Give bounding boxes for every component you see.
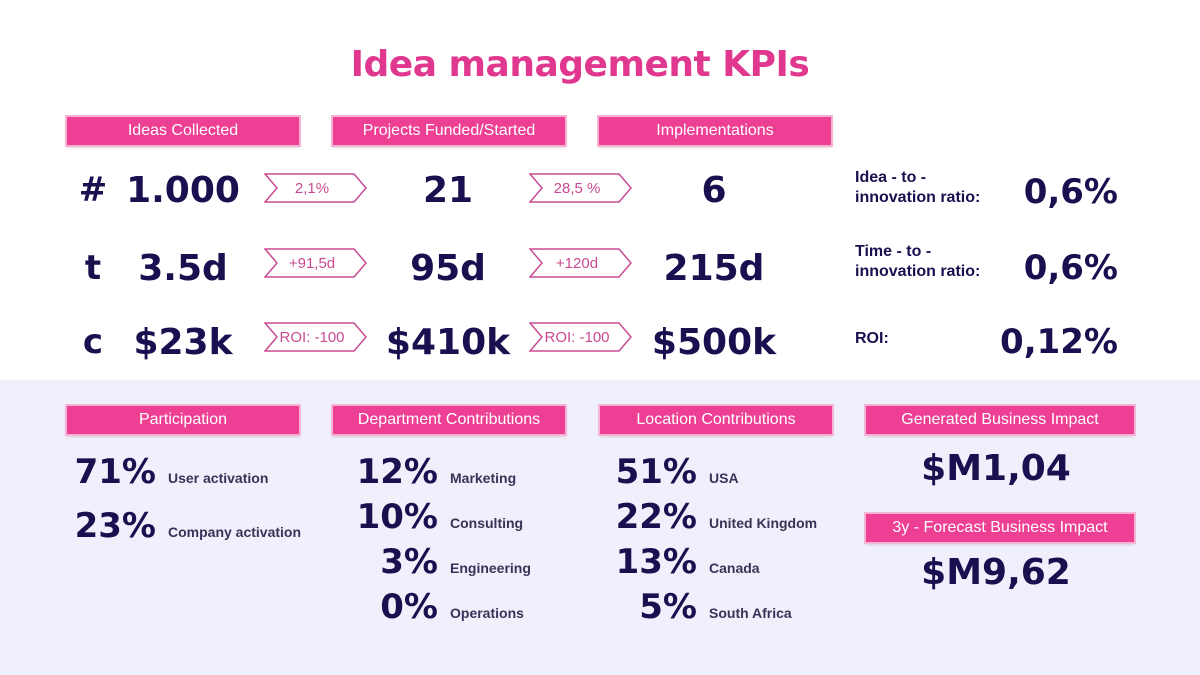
department-label: Marketing (450, 470, 517, 486)
ideas-collected-header: Ideas Collected (67, 117, 299, 145)
location-item: 51% USA (605, 452, 739, 492)
ideas-cost-value: $23k (133, 322, 233, 363)
arrow-label: ROI: -100 (279, 328, 345, 346)
department-label: Operations (450, 605, 524, 621)
conversion-arrow: +91,5d (264, 248, 368, 278)
department-value: 3% (380, 542, 438, 582)
ideas-time-value: 3.5d (138, 248, 228, 289)
projects-cost-value: $410k (385, 322, 511, 363)
department-label: Consulting (450, 515, 524, 531)
location-value: 51% (615, 452, 697, 492)
participation-label: User activation (168, 470, 269, 486)
location-item: 13% Canada (605, 542, 760, 582)
cost-icon: c (82, 322, 104, 362)
location-label: United Kingdom (709, 515, 818, 531)
page-title: Idea management KPIs (350, 44, 810, 85)
arrow-label: 28,5 % (553, 179, 601, 197)
location-label: USA (709, 470, 739, 486)
department-value: 10% (356, 497, 438, 537)
participation-item: 71% User activation (70, 452, 269, 492)
arrow-shape-icon (264, 248, 367, 278)
projects-funded-header: Projects Funded/Started (333, 117, 565, 145)
arrow-label: ROI: -100 (544, 328, 610, 346)
department-value: 12% (356, 452, 438, 492)
generated-impact-header: Generated Business Impact (866, 406, 1134, 434)
implementations-time-value: 215d (663, 248, 765, 289)
location-label: Canada (709, 560, 760, 576)
forecast-impact-header: 3y - Forecast Business Impact (866, 514, 1134, 542)
ideas-count-value: 1.000 (126, 170, 240, 211)
department-value: 0% (380, 587, 438, 627)
department-item: 0% Operations (346, 587, 524, 627)
arrow-label: +91,5d (288, 254, 336, 272)
conversion-arrow: 2,1% (264, 173, 368, 203)
location-item: 22% United Kingdom (605, 497, 818, 537)
time-to-innovation-label: Time - to - innovation ratio: (855, 243, 981, 280)
roi-value: 0,12% (1000, 322, 1118, 362)
participation-value: 71% (74, 452, 156, 492)
location-value: 22% (615, 497, 697, 537)
generated-impact-value: $M1,04 (921, 448, 1071, 489)
arrow-label: 2,1% (294, 179, 330, 197)
location-contributions-header: Location Contributions (600, 406, 832, 434)
projects-count-value: 21 (422, 170, 474, 211)
forecast-impact-value: $M9,62 (921, 552, 1071, 593)
arrow-label: +120d (555, 254, 599, 272)
time-icon: t (84, 248, 102, 288)
implementations-count-value: 6 (701, 170, 727, 211)
idea-to-innovation-value: 0,6% (1023, 172, 1118, 212)
participation-value: 23% (74, 506, 156, 546)
location-item: 5% South Africa (605, 587, 792, 627)
roi-label: ROI: (855, 330, 889, 347)
participation-label: Company activation (168, 524, 302, 540)
participation-item: 23% Company activation (70, 506, 301, 546)
location-value: 5% (639, 587, 697, 627)
projects-time-value: 95d (410, 248, 486, 289)
department-item: 10% Consulting (346, 497, 524, 537)
location-value: 13% (615, 542, 697, 582)
conversion-arrow: 28,5 % (529, 173, 633, 203)
implementations-cost-value: $500k (651, 322, 777, 363)
implementations-header: Implementations (599, 117, 831, 145)
department-contributions-header: Department Contributions (333, 406, 565, 434)
arrow-shape-icon (264, 322, 367, 352)
department-item: 12% Marketing (346, 452, 517, 492)
department-label: Engineering (450, 560, 531, 576)
roi-arrow: ROI: -100 (264, 322, 368, 352)
department-item: 3% Engineering (346, 542, 531, 582)
conversion-arrow: +120d (529, 248, 633, 278)
location-label: South Africa (709, 605, 792, 621)
count-icon: # (78, 170, 108, 210)
roi-arrow: ROI: -100 (529, 322, 633, 352)
idea-to-innovation-label: Idea - to - innovation ratio: (855, 169, 981, 206)
participation-header: Participation (67, 406, 299, 434)
time-to-innovation-value: 0,6% (1023, 248, 1118, 288)
arrow-shape-icon (264, 173, 367, 203)
arrow-shape-icon (529, 173, 632, 203)
arrow-shape-icon (529, 248, 632, 278)
arrow-shape-icon (529, 322, 632, 352)
